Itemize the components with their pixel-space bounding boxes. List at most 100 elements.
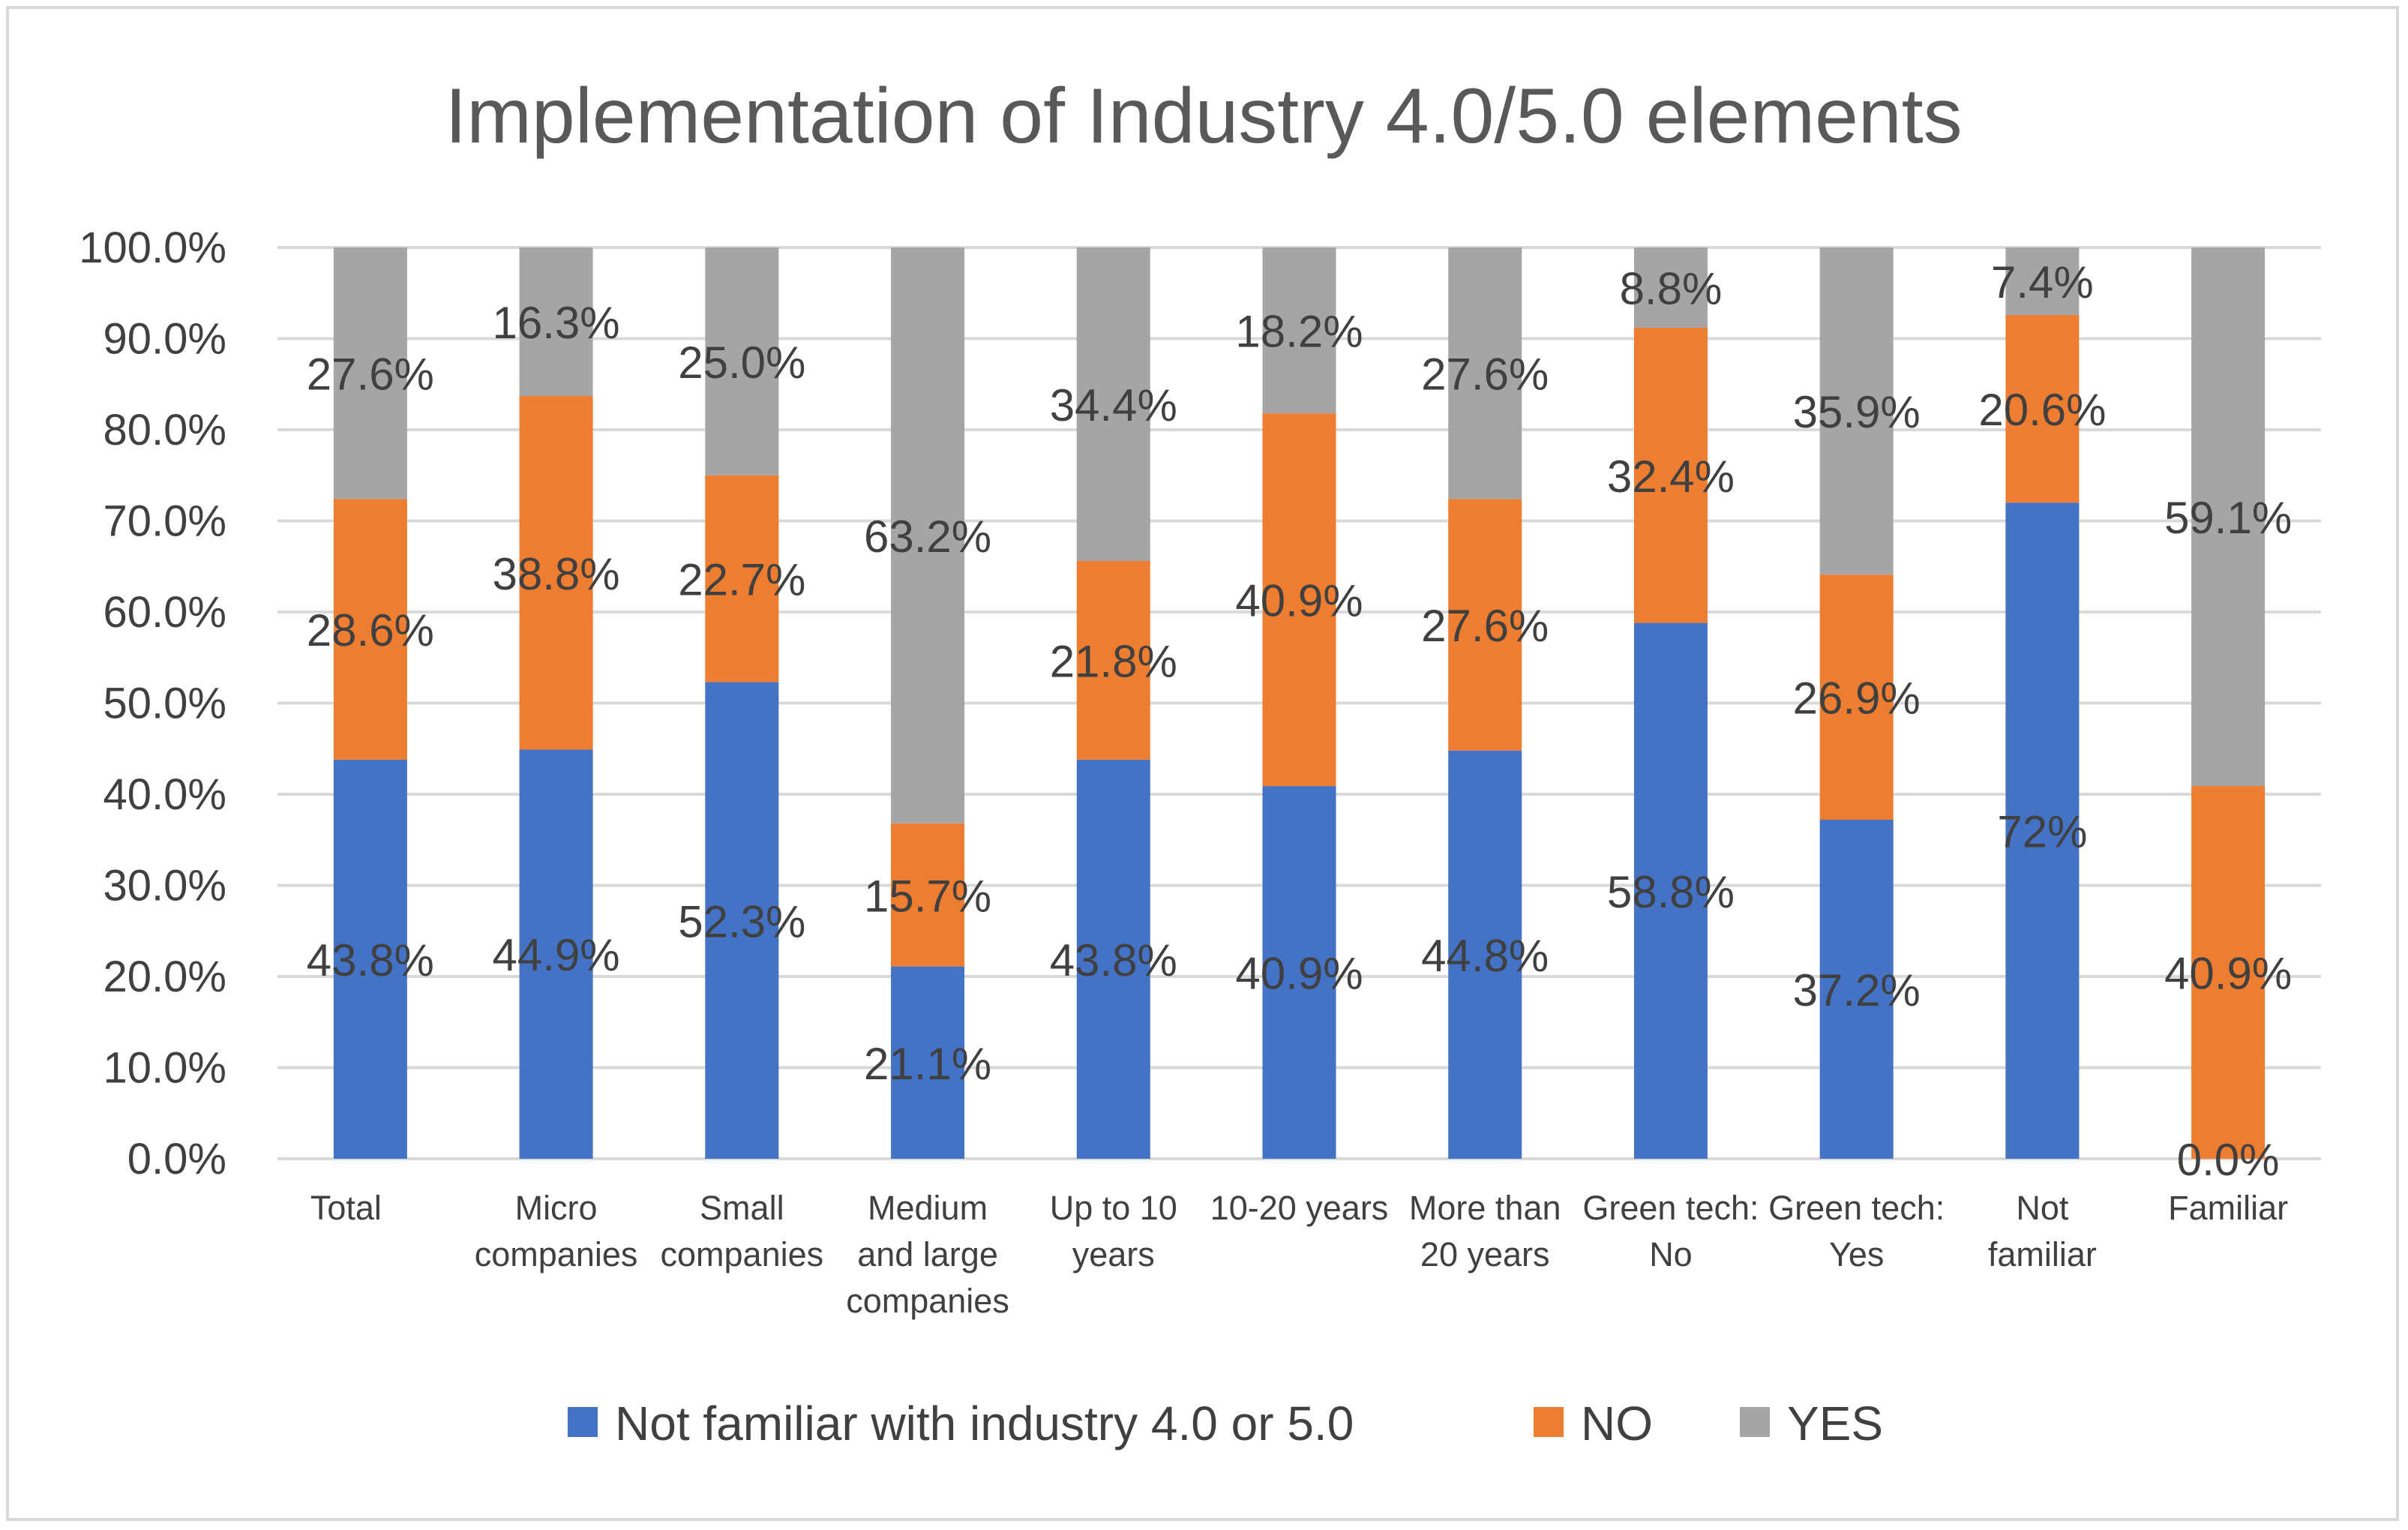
bar-segment-2 [519, 396, 593, 750]
y-tick-label: 0.0% [127, 1135, 226, 1184]
data-label: 20.6% [1978, 385, 2106, 435]
y-tick-label: 70.0% [103, 497, 226, 546]
bar-segment-1 [891, 966, 965, 1159]
data-label: 27.6% [1421, 350, 1549, 400]
bar-segment-1 [1448, 750, 1522, 1159]
x-tick-label: No [1649, 1235, 1693, 1274]
data-label: 72% [1997, 807, 2087, 857]
legend-swatch [1534, 1407, 1564, 1437]
data-label: 63.2% [864, 512, 991, 562]
data-label: 43.8% [307, 935, 434, 986]
data-label: 27.6% [307, 350, 434, 400]
bar-segment-2 [2191, 786, 2266, 1159]
data-label: 21.8% [1050, 636, 1177, 686]
data-label: 52.3% [678, 896, 805, 946]
data-label: 21.1% [864, 1039, 991, 1089]
data-label: 37.2% [1793, 965, 1921, 1016]
bar-segment-3 [2191, 248, 2266, 787]
data-label: 22.7% [678, 555, 805, 605]
bar-segment-3 [1633, 248, 1708, 328]
data-label: 44.8% [1421, 931, 1549, 981]
data-label: 40.9% [1235, 576, 1363, 626]
bar-segment-1 [705, 682, 779, 1159]
x-tick-label: Micro [515, 1189, 598, 1227]
data-label: 8.8% [1620, 263, 1723, 314]
x-tick-label: and large [857, 1235, 998, 1274]
data-label: 34.4% [1050, 380, 1177, 430]
data-label: 0.0% [2177, 1135, 2280, 1185]
x-tick-label: companies [475, 1235, 638, 1274]
data-label: 58.8% [1607, 867, 1735, 917]
x-tick-label: 20 years [1420, 1235, 1550, 1274]
y-tick-label: 10.0% [103, 1044, 226, 1093]
y-tick-label: 50.0% [103, 680, 226, 728]
y-tick-label: 60.0% [103, 588, 226, 637]
data-label: 32.4% [1607, 452, 1735, 502]
data-label: 59.1% [2164, 493, 2292, 543]
bar-segment-3 [1819, 248, 1894, 575]
bar-segment-1 [333, 759, 407, 1159]
bar-segment-3 [891, 248, 965, 824]
bar-segment-1 [519, 749, 593, 1159]
legend: Not familiar with industry 4.0 or 5.0 NO Y… [568, 1396, 1883, 1450]
bar-segment-3 [2005, 248, 2080, 315]
bar-segment-1 [1633, 622, 1708, 1159]
bar-segment-2 [1633, 327, 1708, 623]
bar-segment-1 [2005, 502, 2080, 1159]
data-label: 40.9% [2164, 949, 2292, 999]
x-axis: Total Micro companies Small companies Medium a… [310, 1189, 2288, 1320]
bar-segment-2 [1262, 413, 1336, 787]
bar-segment-3 [333, 248, 407, 500]
bar-segment-3 [1448, 248, 1522, 500]
x-tick-label: companies [661, 1235, 824, 1274]
data-label: 28.6% [307, 605, 434, 656]
bar-segment-1 [1262, 786, 1336, 1159]
x-tick-label: Not [2016, 1189, 2069, 1227]
y-tick-label: 30.0% [103, 862, 226, 910]
bar-segment-2 [1819, 574, 1894, 820]
y-axis: 0.0% 10.0% 20.0% 30.0% 40.0% 50.0% 60.0% 70.0% 8… [79, 224, 226, 1184]
legend-swatch [1740, 1407, 1770, 1437]
bar-segment-2 [333, 499, 407, 760]
bar-segment-2 [2005, 314, 2080, 503]
data-label: 38.8% [493, 549, 620, 599]
x-tick-label: Yes [1829, 1235, 1884, 1274]
bar-segment-2 [891, 823, 965, 967]
bar-segment-3 [705, 248, 779, 476]
x-tick-label: 10-20 years [1210, 1189, 1389, 1227]
x-tick-label: More than [1409, 1189, 1561, 1227]
bar-segment-2 [705, 475, 779, 682]
data-label: 18.2% [1235, 307, 1363, 357]
legend-label: NO [1581, 1396, 1653, 1450]
data-label: 43.8% [1050, 935, 1177, 986]
legend-label: YES [1787, 1396, 1883, 1450]
data-label: 27.6% [1421, 601, 1549, 651]
x-tick-label: Medium [868, 1189, 988, 1227]
y-tick-label: 80.0% [103, 406, 226, 454]
data-label: 44.9% [493, 930, 620, 980]
data-label: 15.7% [864, 871, 991, 921]
x-tick-label: companies [846, 1282, 1009, 1320]
x-tick-label: Familiar [2168, 1189, 2288, 1227]
bar-segment-1 [1076, 759, 1150, 1159]
bars [333, 248, 2266, 1159]
data-labels: 43.8% 28.6% 27.6% 44.9% 38.8% 16.3% 52.3% 22.7%… [307, 257, 2292, 1185]
y-tick-label: 100.0% [79, 224, 226, 272]
data-label: 35.9% [1793, 387, 1921, 437]
data-label: 26.9% [1793, 674, 1921, 724]
data-label: 7.4% [1991, 257, 2094, 308]
bar-segment-2 [1448, 499, 1522, 751]
y-tick-label: 40.0% [103, 770, 226, 819]
legend-label: Not familiar with industry 4.0 or 5.0 [615, 1396, 1354, 1450]
data-label: 16.3% [493, 298, 620, 348]
bar-segment-3 [1076, 248, 1150, 561]
y-tick-label: 90.0% [103, 315, 226, 364]
x-tick-label: Up to 10 [1050, 1189, 1177, 1227]
bar-segment-2 [1076, 560, 1150, 760]
bar-segment-3 [519, 248, 593, 397]
bar-segment-3 [1262, 248, 1336, 414]
chart-title: Implementation of Industry 4.0/5.0 eleme… [445, 73, 1962, 160]
bar-segment-1 [1819, 820, 1894, 1159]
data-label: 25.0% [678, 338, 805, 388]
